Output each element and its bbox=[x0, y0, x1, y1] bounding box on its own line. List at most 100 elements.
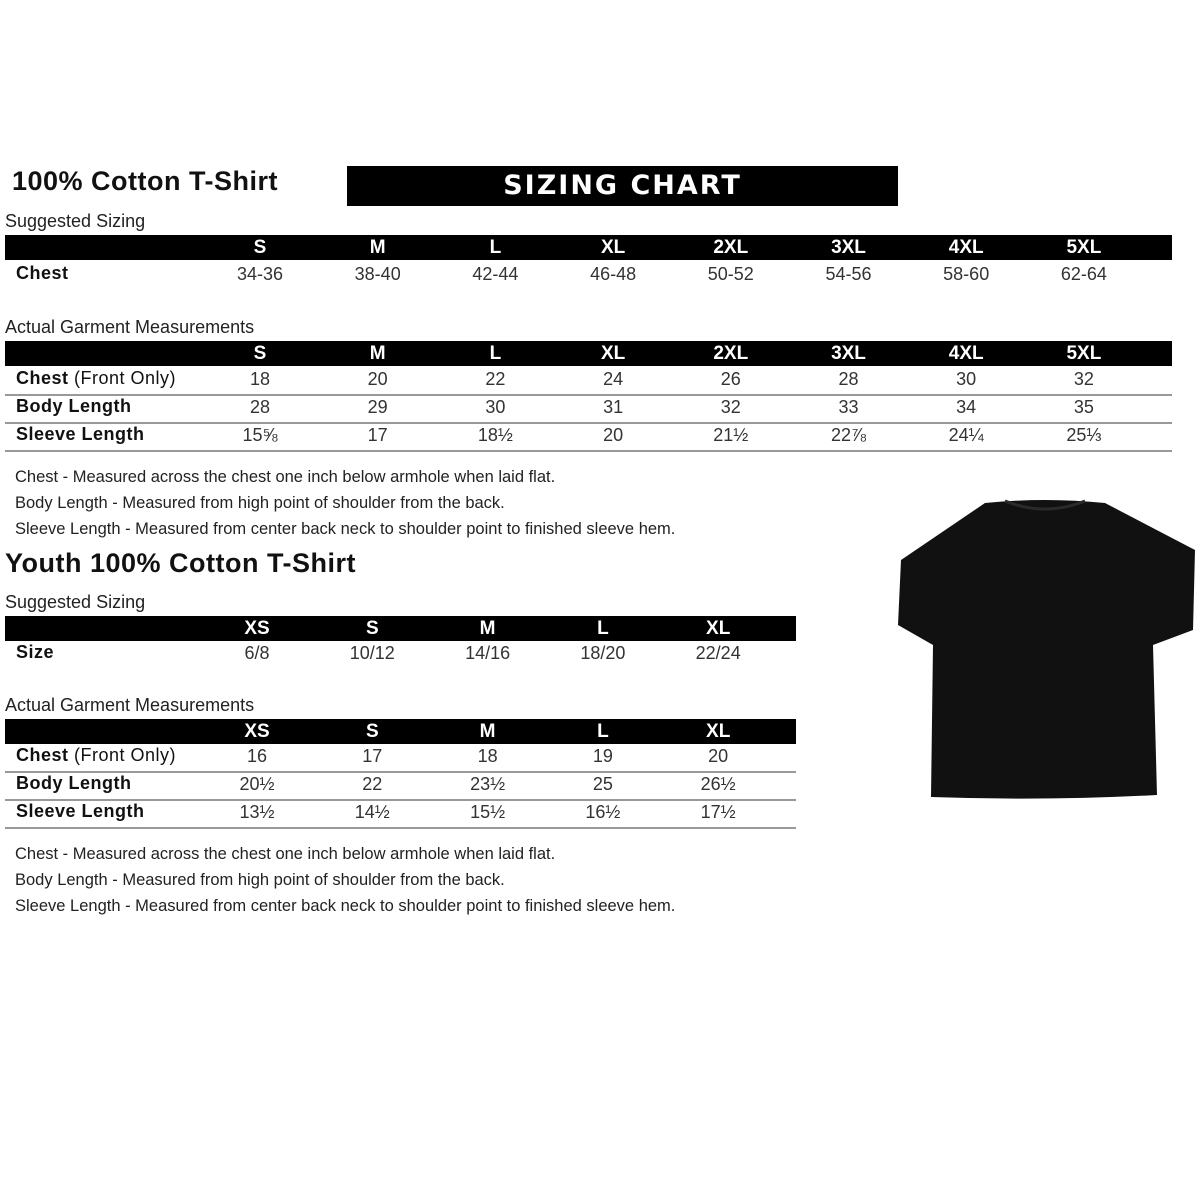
size-header-m: M bbox=[369, 343, 386, 364]
table-cell: 18 bbox=[477, 746, 498, 766]
table-cell: 28 bbox=[249, 397, 271, 417]
size-header-s: S bbox=[365, 618, 379, 639]
row-label: Chest (Front Only) bbox=[16, 745, 176, 766]
table-cell: 25⅓ bbox=[1066, 425, 1102, 445]
table-row: Chest (Front Only) 18 20 22 24 26 28 30 32 bbox=[5, 366, 1172, 396]
size-header-s: S bbox=[365, 721, 379, 742]
adult-note-chest: Chest - Measured across the chest one in… bbox=[15, 468, 556, 486]
adult-note-body: Body Length - Measured from high point o… bbox=[15, 494, 505, 512]
table-cell: 22/24 bbox=[695, 643, 741, 663]
row-label-text: Sleeve Length bbox=[16, 424, 145, 444]
size-header-4xl: 4XL bbox=[948, 343, 984, 364]
table-cell: 20 bbox=[708, 746, 729, 766]
table-cell: 10/12 bbox=[349, 643, 395, 663]
table-cell: 30 bbox=[956, 369, 977, 389]
size-header-2xl: 2XL bbox=[713, 343, 749, 364]
table-row: Size 6/8 10/12 14/16 18/20 22/24 bbox=[5, 640, 796, 668]
size-header-row: XS S M L XL bbox=[5, 719, 796, 744]
row-label: Chest (Front Only) bbox=[16, 368, 176, 389]
adult-note-sleeve: Sleeve Length - Measured from center bac… bbox=[15, 520, 676, 538]
size-header-l: L bbox=[489, 237, 502, 258]
size-header-m: M bbox=[479, 721, 496, 742]
table-cell: 32 bbox=[1073, 369, 1094, 389]
table-cell: 20 bbox=[603, 425, 624, 445]
table-cell: 26½ bbox=[700, 774, 736, 794]
table-row: Chest (Front Only) 16 17 18 19 20 bbox=[5, 743, 796, 773]
table-cell: 18/20 bbox=[580, 643, 626, 663]
table-cell: 13½ bbox=[239, 802, 275, 822]
size-header-l: L bbox=[489, 343, 502, 364]
adult-title: 100% Cotton T-Shirt bbox=[12, 166, 279, 196]
table-row: Body Length 28 29 30 31 32 33 34 35 bbox=[5, 394, 1172, 424]
table-cell: 25 bbox=[592, 774, 613, 794]
row-label: Body Length bbox=[16, 396, 132, 417]
size-header-3xl: 3XL bbox=[831, 343, 866, 364]
row-label-text: Sleeve Length bbox=[16, 801, 145, 821]
table-cell: 18 bbox=[249, 369, 271, 389]
table-cell: 26 bbox=[720, 369, 741, 389]
table-cell: 20½ bbox=[239, 774, 275, 794]
row-label: Body Length bbox=[16, 773, 132, 794]
adult-suggested-label: Suggested Sizing bbox=[5, 211, 146, 231]
table-cell: 50-52 bbox=[707, 264, 754, 284]
table-cell: 24 bbox=[603, 369, 624, 389]
table-cell: 31 bbox=[603, 397, 624, 417]
size-header-2xl: 2XL bbox=[713, 237, 749, 258]
row-label-extra: (Front Only) bbox=[68, 368, 177, 388]
youth-note-body: Body Length - Measured from high point o… bbox=[15, 871, 505, 889]
table-cell: 32 bbox=[720, 397, 741, 417]
row-label-text: Body Length bbox=[16, 396, 132, 416]
size-header-xl: XL bbox=[706, 721, 731, 742]
table-row: Sleeve Length 13½ 14½ 15½ 16½ 17½ bbox=[5, 799, 796, 829]
row-label: Size bbox=[16, 642, 54, 663]
youth-actual-label: Actual Garment Measurements bbox=[5, 695, 255, 715]
table-cell: 29 bbox=[367, 397, 388, 417]
table-cell: 16½ bbox=[585, 802, 621, 822]
size-header-xl: XL bbox=[706, 618, 731, 639]
row-label: Sleeve Length bbox=[16, 801, 145, 822]
size-header-l: L bbox=[597, 618, 609, 639]
size-header-5xl: 5XL bbox=[1066, 343, 1102, 364]
size-header-3xl: 3XL bbox=[831, 237, 866, 258]
table-cell: 14/16 bbox=[465, 643, 511, 663]
adult-actual-label: Actual Garment Measurements bbox=[5, 317, 255, 337]
table-cell: 15⅝ bbox=[242, 425, 278, 445]
row-label-extra: (Front Only) bbox=[68, 745, 177, 765]
size-header-m: M bbox=[479, 618, 496, 639]
size-header-s: S bbox=[253, 237, 267, 258]
table-cell: 28 bbox=[838, 369, 859, 389]
table-cell: 18½ bbox=[477, 425, 513, 445]
row-label-text: Body Length bbox=[16, 773, 132, 793]
size-header-row: S M L XL 2XL 3XL 4XL 5XL bbox=[5, 235, 1172, 260]
table-cell: 16 bbox=[246, 746, 268, 766]
row-label: Sleeve Length bbox=[16, 424, 145, 445]
table-cell: 30 bbox=[485, 397, 506, 417]
table-cell: 54-56 bbox=[825, 264, 872, 284]
row-label-text: Chest bbox=[16, 263, 69, 283]
size-header-xl: XL bbox=[600, 237, 626, 258]
youth-note-chest: Chest - Measured across the chest one in… bbox=[15, 845, 556, 863]
table-cell: 24¼ bbox=[948, 425, 984, 445]
table-row: Body Length 20½ 22 23½ 25 26½ bbox=[5, 771, 796, 801]
row-label-text: Size bbox=[16, 642, 55, 662]
size-header-xs: XS bbox=[244, 618, 270, 639]
size-header-5xl: 5XL bbox=[1066, 237, 1102, 258]
table-cell: 42-44 bbox=[472, 264, 519, 284]
black-tshirt-icon bbox=[898, 499, 1195, 799]
table-cell: 46-48 bbox=[590, 264, 637, 284]
table-cell: 58-60 bbox=[943, 264, 990, 284]
table-cell: 35 bbox=[1073, 397, 1094, 417]
table-cell: 33 bbox=[838, 397, 859, 417]
size-header-m: M bbox=[369, 237, 386, 258]
table-cell: 6/8 bbox=[244, 643, 270, 663]
size-header-row: XS S M L XL bbox=[5, 616, 796, 641]
table-cell: 15½ bbox=[470, 802, 506, 822]
table-cell: 62-64 bbox=[1060, 264, 1107, 284]
table-cell: 21½ bbox=[713, 425, 749, 445]
table-row: Sleeve Length 15⅝ 17 18½ 20 21½ 22⅞ 24¼ 25⅓ bbox=[5, 422, 1172, 452]
table-row: Chest 34-36 38-40 42-44 46-48 50-52 54-56 58-60… bbox=[5, 261, 1172, 289]
youth-suggested-label: Suggested Sizing bbox=[5, 592, 146, 612]
table-cell: 17 bbox=[367, 425, 388, 445]
table-cell: 22⅞ bbox=[830, 425, 867, 445]
